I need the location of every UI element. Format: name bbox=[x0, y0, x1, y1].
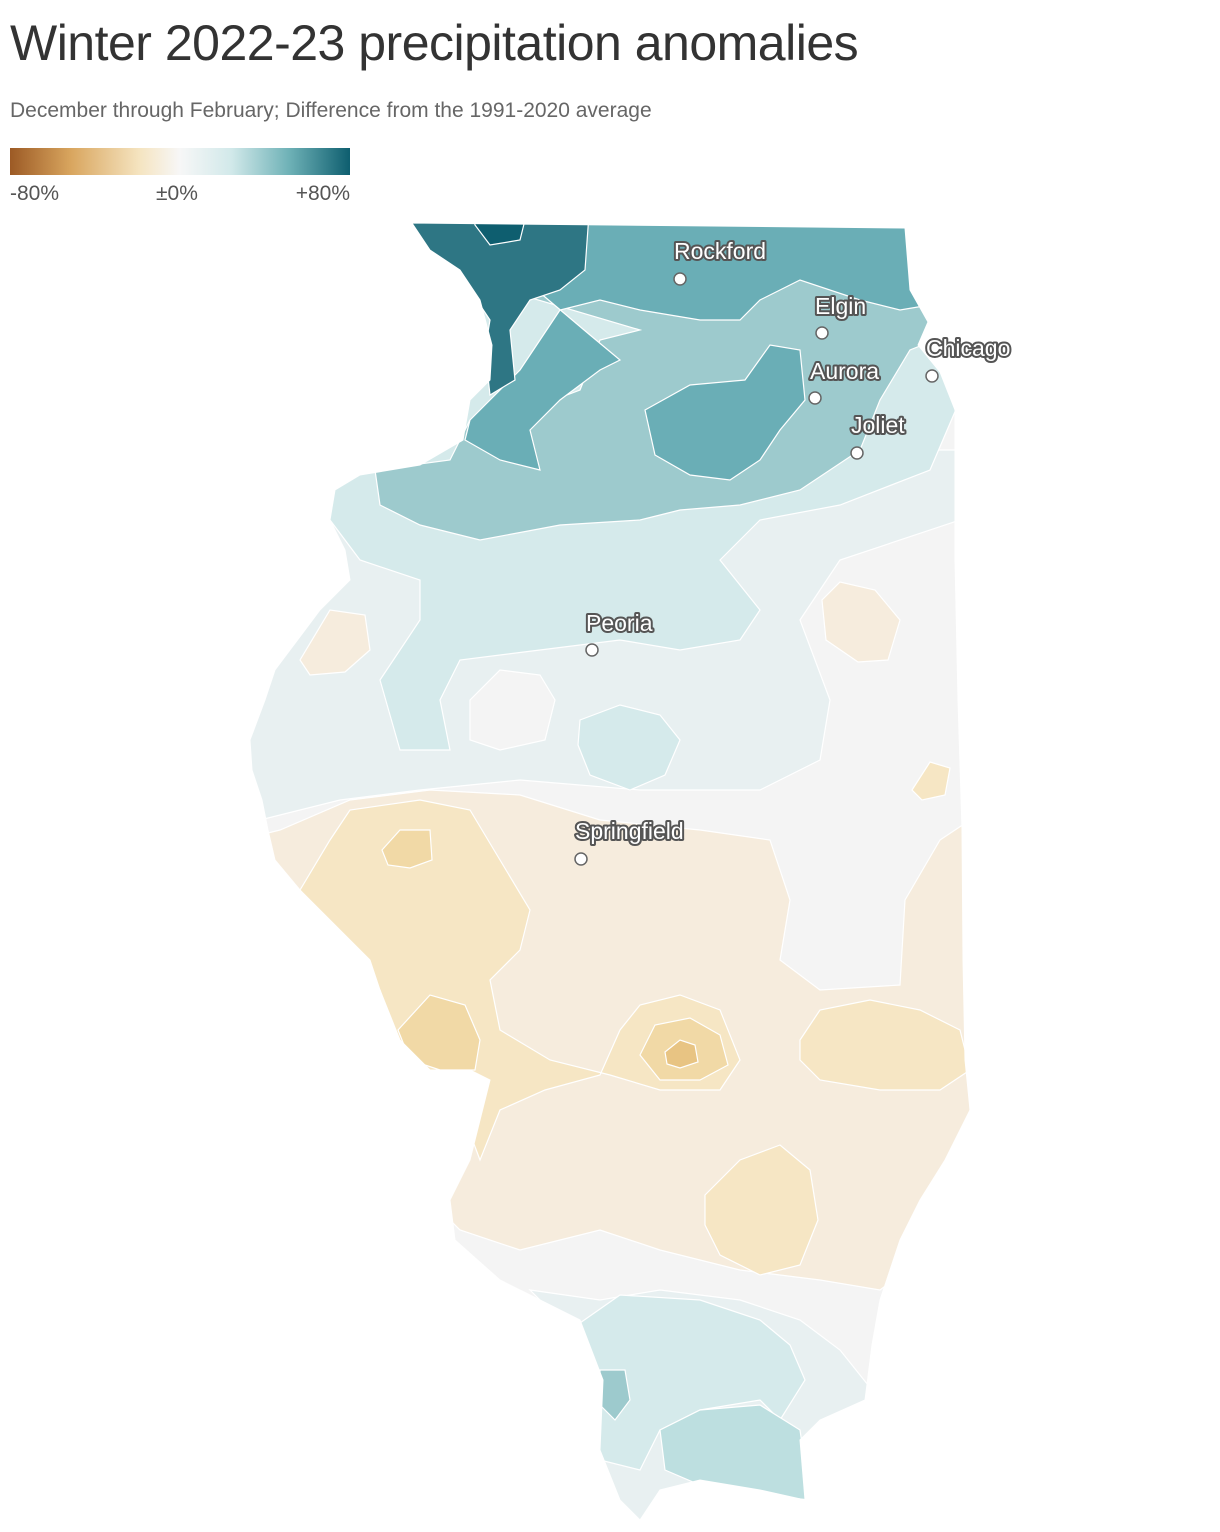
state-outline bbox=[249, 222, 971, 1521]
color-legend: -80% ±0% +80% bbox=[10, 148, 350, 206]
city-label-springfield: Springfield bbox=[575, 818, 684, 844]
city-joliet[interactable]: Joliet bbox=[849, 410, 907, 460]
legend-mid-label: ±0% bbox=[156, 182, 198, 205]
city-peoria[interactable]: Peoria bbox=[584, 608, 655, 657]
contour-south-wet-1 bbox=[569, 1294, 806, 1471]
contour-dry-1-west bbox=[299, 609, 371, 676]
contour-dry-2-south bbox=[704, 1144, 819, 1276]
contour-neutral-hole bbox=[469, 669, 556, 751]
anomaly-contours bbox=[250, 223, 970, 1520]
chart-title: Winter 2022-23 precipitation anomalies bbox=[10, 15, 859, 71]
city-chicago[interactable]: Chicago bbox=[924, 333, 1012, 383]
city-label-joliet: Joliet bbox=[851, 412, 905, 438]
legend-min-label: -80% bbox=[10, 182, 60, 205]
contour-dry-3-northwest bbox=[381, 829, 433, 869]
city-rockford[interactable]: Rockford bbox=[672, 236, 768, 286]
contour-dry-2-east bbox=[799, 999, 970, 1091]
contour-dry-1-east bbox=[821, 581, 901, 663]
city-label-peoria: Peoria bbox=[586, 610, 653, 636]
city-label-aurora: Aurora bbox=[810, 358, 879, 384]
chart-subtitle: December through February; Difference fr… bbox=[10, 99, 652, 122]
city-label-rockford: Rockford bbox=[674, 238, 766, 264]
contour-dark-wet bbox=[469, 223, 531, 246]
city-label-elgin: Elgin bbox=[815, 293, 866, 319]
contour-dry-2-east-small bbox=[911, 761, 951, 801]
contour-wet-1-blob bbox=[577, 704, 681, 791]
legend-gradient-bar bbox=[10, 148, 350, 175]
contour-wet-3-aurora bbox=[644, 344, 806, 481]
city-label-chicago: Chicago bbox=[926, 335, 1010, 361]
city-aurora[interactable]: Aurora bbox=[808, 356, 881, 405]
city-elgin[interactable]: Elgin bbox=[813, 291, 868, 340]
city-markers: Rockford Elgin Chicago Aurora Joliet Peo… bbox=[573, 236, 1012, 866]
contour-dry-4 bbox=[664, 1039, 699, 1069]
city-springfield[interactable]: Springfield bbox=[573, 816, 686, 866]
legend-max-label: +80% bbox=[295, 182, 350, 205]
